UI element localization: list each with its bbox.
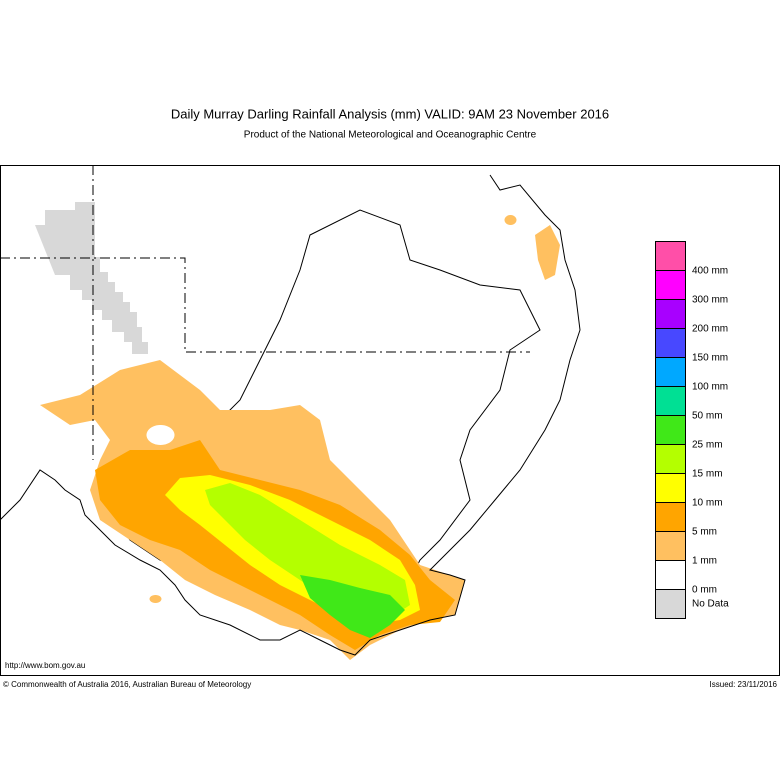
url: http://www.bom.gov.au (5, 661, 85, 670)
legend-swatch (655, 560, 686, 590)
legend-label: 400 mm (692, 266, 728, 277)
legend-swatch (655, 270, 686, 300)
legend-label: 300 mm (692, 295, 728, 306)
legend-label: 15 mm (692, 469, 723, 480)
legend-label: 25 mm (692, 440, 723, 451)
legend-label: 50 mm (692, 411, 723, 422)
map (0, 165, 780, 676)
coastline (0, 174, 581, 656)
legend-label: 0 mm (692, 585, 717, 596)
legend-swatch (655, 473, 686, 503)
copyright: © Commonwealth of Australia 2016, Austra… (3, 680, 251, 689)
legend-label: 150 mm (692, 353, 728, 364)
legend-swatch (655, 589, 686, 619)
title: Daily Murray Darling Rainfall Analysis (… (171, 106, 609, 121)
issued: Issued: 23/11/2016 (710, 680, 778, 689)
legend-label: 1 mm (692, 556, 717, 567)
state-borders (0, 165, 530, 460)
rain-north (535, 225, 560, 280)
legend-swatch (655, 502, 686, 532)
legend-swatch (655, 241, 686, 271)
subtitle: Product of the National Meteorological a… (244, 130, 537, 141)
legend-label: 100 mm (692, 382, 728, 393)
legend-swatch (655, 386, 686, 416)
legend-swatch (655, 328, 686, 358)
rain-25mm (300, 575, 405, 638)
dry-pocket (146, 425, 175, 445)
legend: 400 mm 300 mm 200 mm 150 mm 100 mm 50 mm 25 mm… (655, 241, 729, 619)
no-data-area (35, 202, 148, 354)
legend-swatch (655, 531, 686, 561)
legend-swatch (655, 299, 686, 329)
legend-label: 5 mm (692, 527, 717, 538)
legend-label: 200 mm (692, 324, 728, 335)
legend-label: 10 mm (692, 498, 723, 509)
rain-15mm (205, 483, 410, 618)
legend-no-data: No Data (692, 599, 729, 610)
legend-swatch (655, 357, 686, 387)
legend-swatch (655, 415, 686, 445)
legend-swatch (655, 444, 686, 474)
